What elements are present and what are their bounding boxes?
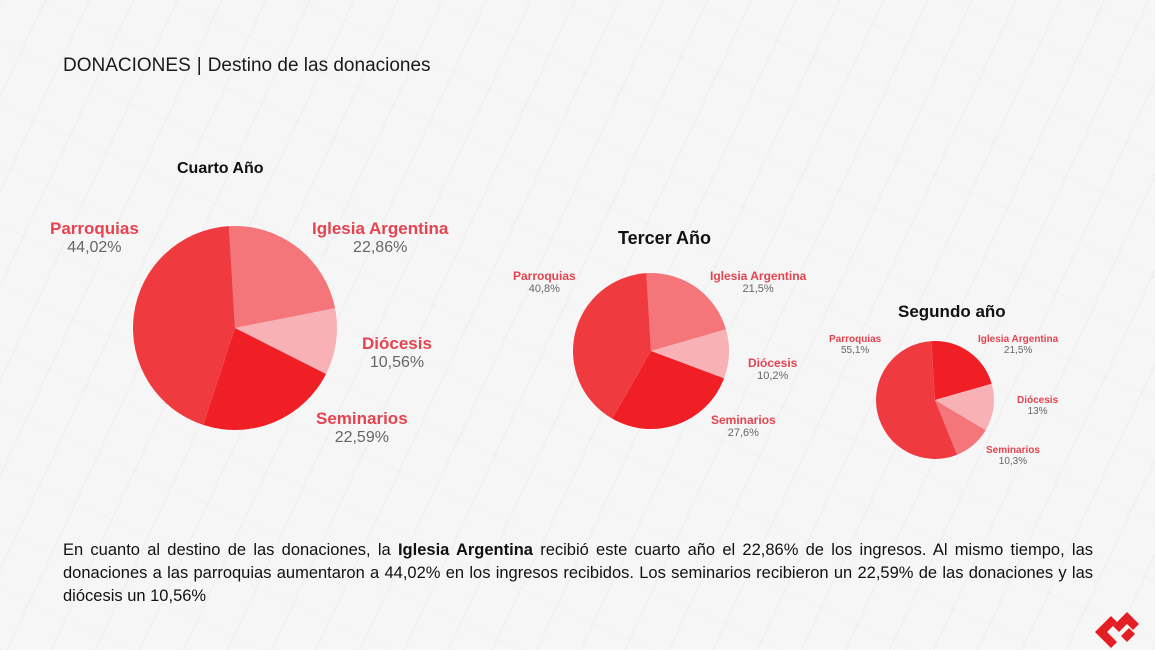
chart0-label-3: Seminarios 22,59% xyxy=(316,409,408,446)
chart-title-cuarto: Cuarto Año xyxy=(177,160,264,177)
chart0-slice-2 xyxy=(235,308,337,375)
chart1-label-0: Parroquias 40,8% xyxy=(513,269,576,295)
chart2-label-2: Diócesis 13% xyxy=(1017,395,1059,417)
page-title: DONACIONES | Destino de las donaciones xyxy=(63,55,431,77)
brand-logo-icon xyxy=(1095,612,1139,648)
summary-paragraph: En cuanto al destino de las donaciones, … xyxy=(63,540,1094,605)
chart1-slice-0 xyxy=(573,273,651,419)
page-title-main: DONACIONES xyxy=(63,55,191,76)
chart0-label-1: Iglesia Argentina 22,86% xyxy=(312,219,449,256)
page-title-sub: Destino de las donaciones xyxy=(207,55,431,76)
chart-title-tercer: Tercer Año xyxy=(618,228,712,248)
page-title-separator: | xyxy=(196,55,202,76)
summary-bold-term: Iglesia Argentina xyxy=(397,540,533,559)
chart2-label-0: Parroquias 55,1% xyxy=(829,334,882,356)
chart-title-segundo: Segundo año xyxy=(898,302,1006,321)
chart2-slice-0 xyxy=(875,341,958,460)
chart1-slice-2 xyxy=(651,329,729,379)
chart2-slice-3 xyxy=(935,400,986,455)
chart0-slice-0 xyxy=(133,226,235,425)
chart1-label-3: Seminarios 27,6% xyxy=(711,413,776,439)
chart0-label-2: Diócesis 10,56% xyxy=(362,334,432,371)
chart0-label-0: Parroquias 44,02% xyxy=(50,219,139,256)
chart2-label-1: Iglesia Argentina 21,5% xyxy=(978,334,1059,356)
chart2-slice-2 xyxy=(935,383,994,431)
chart1-label-1: Iglesia Argentina 21,5% xyxy=(710,269,807,295)
chart0-slice-3 xyxy=(203,328,327,430)
chart1-slice-3 xyxy=(612,351,725,429)
chart2-label-3: Seminarios 10,3% xyxy=(986,445,1040,467)
chart1-label-2: Diócesis 10,2% xyxy=(748,356,798,382)
